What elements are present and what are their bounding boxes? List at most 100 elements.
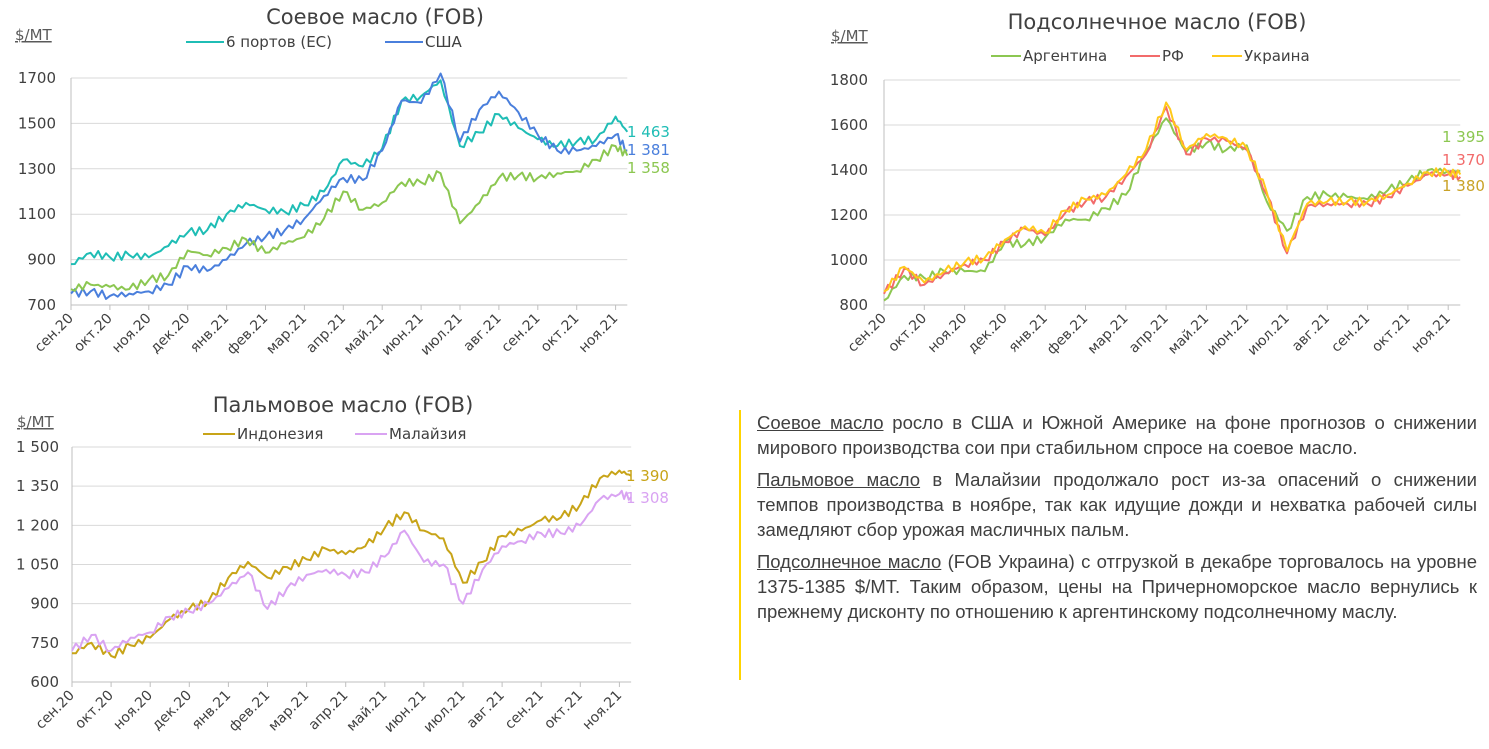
x-tick-label: апр.21 <box>303 311 349 357</box>
end-value-label: 1 390 <box>626 467 669 485</box>
end-value-label: 1 380 <box>1442 177 1485 195</box>
y-unit-label: $/МТ <box>831 27 869 45</box>
y-tick-label: 700 <box>27 296 56 314</box>
x-tick-label: окт.20 <box>885 311 930 356</box>
x-tick-label: ноя.20 <box>109 311 155 357</box>
x-tick-label: окт.20 <box>71 311 116 356</box>
series-line <box>883 101 1462 293</box>
y-tick-label: 1 050 <box>16 556 59 574</box>
x-tick-label: июл.21 <box>421 688 469 736</box>
x-tick-label: ноя.21 <box>1408 311 1454 357</box>
end-value-label: 1 308 <box>626 489 669 507</box>
x-tick-label: ноя.20 <box>110 688 156 734</box>
commentary-soybean: Соевое масло росло в США и Южной Америке… <box>757 410 1477 460</box>
commentary-sunflower: Подсолнечное масло (FOB Украина) с отгру… <box>757 549 1477 624</box>
x-tick-label: дек.20 <box>965 311 1011 357</box>
y-tick-label: 1700 <box>18 69 56 87</box>
x-tick-label: ноя.21 <box>576 311 622 357</box>
y-tick-label: 1100 <box>18 205 56 223</box>
end-value-label: 1 395 <box>1442 128 1485 146</box>
x-tick-label: июн.21 <box>381 688 429 736</box>
x-tick-label: май.21 <box>1165 311 1212 358</box>
x-tick-label: фев.21 <box>1044 311 1091 358</box>
x-tick-label: фев.21 <box>226 688 273 735</box>
series-line <box>71 489 632 653</box>
y-tick-label: 1200 <box>830 206 868 224</box>
legend-label: РФ <box>1162 47 1184 65</box>
y-tick-label: 1500 <box>18 114 56 132</box>
chart-title: Подсолнечное масло (FOB) <box>1008 10 1307 34</box>
end-value-label: 1 463 <box>627 123 670 141</box>
y-tick-label: 900 <box>27 251 56 269</box>
x-tick-label: июн.21 <box>1204 311 1252 359</box>
end-value-label: 1 381 <box>627 141 670 159</box>
palm-oil-chart: Пальмовое масло (FOB) $/МТ 600 750 900 1 05… <box>16 393 669 736</box>
x-tick-label: авг.21 <box>464 688 508 732</box>
y-tick-label: 1000 <box>830 251 868 269</box>
x-tick-label: окт.21 <box>1369 311 1414 356</box>
x-tick-label: мар.21 <box>1085 311 1132 358</box>
legend-label: 6 портов (ЕС) <box>226 33 332 51</box>
y-tick-label: 1 350 <box>16 477 59 495</box>
legend-label: США <box>425 33 463 51</box>
sunflower-oil-chart: Подсолнечное масло (FOB) $/МТ 800 1000 120… <box>830 10 1485 359</box>
x-tick-label: мар.21 <box>266 688 313 735</box>
market-commentary: Соевое масло росло в США и Южной Америке… <box>739 410 1477 680</box>
commentary-text: (FOB Украина) с отгрузкой в декабре торг… <box>757 551 1477 622</box>
x-tick-label: фев.21 <box>224 311 271 358</box>
x-tick-label: мар.21 <box>263 311 310 358</box>
y-tick-label: 600 <box>30 673 59 691</box>
y-tick-label: 750 <box>30 634 59 652</box>
y-unit-label: $/МТ <box>17 413 55 431</box>
y-tick-label: 1300 <box>18 160 56 178</box>
x-tick-label: сен.21 <box>502 688 547 733</box>
chart-title: Пальмовое масло (FOB) <box>213 393 474 417</box>
legend-label: Индонезия <box>237 425 323 443</box>
series-line <box>72 469 632 659</box>
commentary-lead: Пальмовое масло <box>757 469 921 490</box>
x-tick-label: апр.21 <box>1126 311 1172 357</box>
series-line <box>70 144 629 292</box>
series-line <box>883 117 1461 302</box>
x-tick-label: июл.21 <box>418 311 466 359</box>
x-tick-label: дек.20 <box>148 311 194 357</box>
x-tick-label: ноя.21 <box>580 688 626 734</box>
y-tick-label: 800 <box>839 296 868 314</box>
x-tick-label: янв.21 <box>1006 311 1051 356</box>
commentary-lead: Соевое масло <box>757 412 884 433</box>
end-value-label: 1 358 <box>627 159 670 177</box>
x-tick-label: авг.21 <box>461 311 505 355</box>
y-unit-label: $/МТ <box>15 26 53 44</box>
x-tick-label: июн.21 <box>379 311 427 359</box>
commentary-text: в Малайзии продолжало рост из-за опасени… <box>757 469 1477 540</box>
x-tick-label: дек.20 <box>149 688 195 734</box>
x-tick-label: авг.21 <box>1289 311 1333 355</box>
x-tick-label: сен.20 <box>32 311 77 356</box>
y-tick-label: 1600 <box>830 116 868 134</box>
x-tick-label: ноя.20 <box>925 311 971 357</box>
end-value-label: 1 370 <box>1442 151 1485 169</box>
x-tick-label: сен.21 <box>1328 311 1373 356</box>
x-tick-label: июл.21 <box>1245 311 1293 359</box>
y-tick-label: 1 200 <box>16 516 59 534</box>
x-tick-label: сен.20 <box>33 688 78 733</box>
y-tick-label: 1400 <box>830 161 868 179</box>
x-tick-label: апр.21 <box>306 688 352 734</box>
y-tick-label: 1800 <box>830 71 868 89</box>
commentary-palm: Пальмовое масло в Малайзии продолжало ро… <box>757 467 1477 542</box>
legend-label: Аргентина <box>1023 47 1107 65</box>
chart-title: Соевое масло (FOB) <box>266 5 484 29</box>
x-tick-label: окт.21 <box>541 688 586 733</box>
legend-label: Украина <box>1244 47 1310 65</box>
legend-label: Малайзия <box>389 425 466 443</box>
series-line <box>883 106 1462 295</box>
series-line <box>70 72 628 300</box>
commentary-lead: Подсолнечное масло <box>757 551 942 572</box>
x-tick-label: окт.20 <box>72 688 117 733</box>
x-tick-label: окт.21 <box>538 311 583 356</box>
x-tick-label: сен.21 <box>499 311 544 356</box>
y-tick-label: 1 500 <box>16 438 59 456</box>
series-line <box>70 79 629 266</box>
x-tick-label: сен.20 <box>845 311 890 356</box>
